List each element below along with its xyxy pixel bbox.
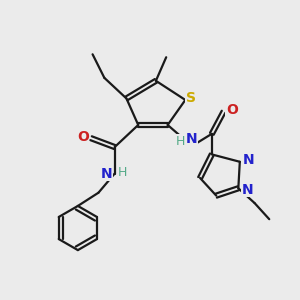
Text: N: N [242, 183, 253, 197]
Text: N: N [100, 167, 112, 181]
Text: N: N [185, 132, 197, 146]
Text: H: H [176, 135, 186, 148]
Text: H: H [118, 166, 128, 178]
Text: O: O [77, 130, 89, 144]
Text: S: S [186, 92, 196, 106]
Text: N: N [243, 153, 254, 167]
Text: O: O [226, 103, 238, 117]
